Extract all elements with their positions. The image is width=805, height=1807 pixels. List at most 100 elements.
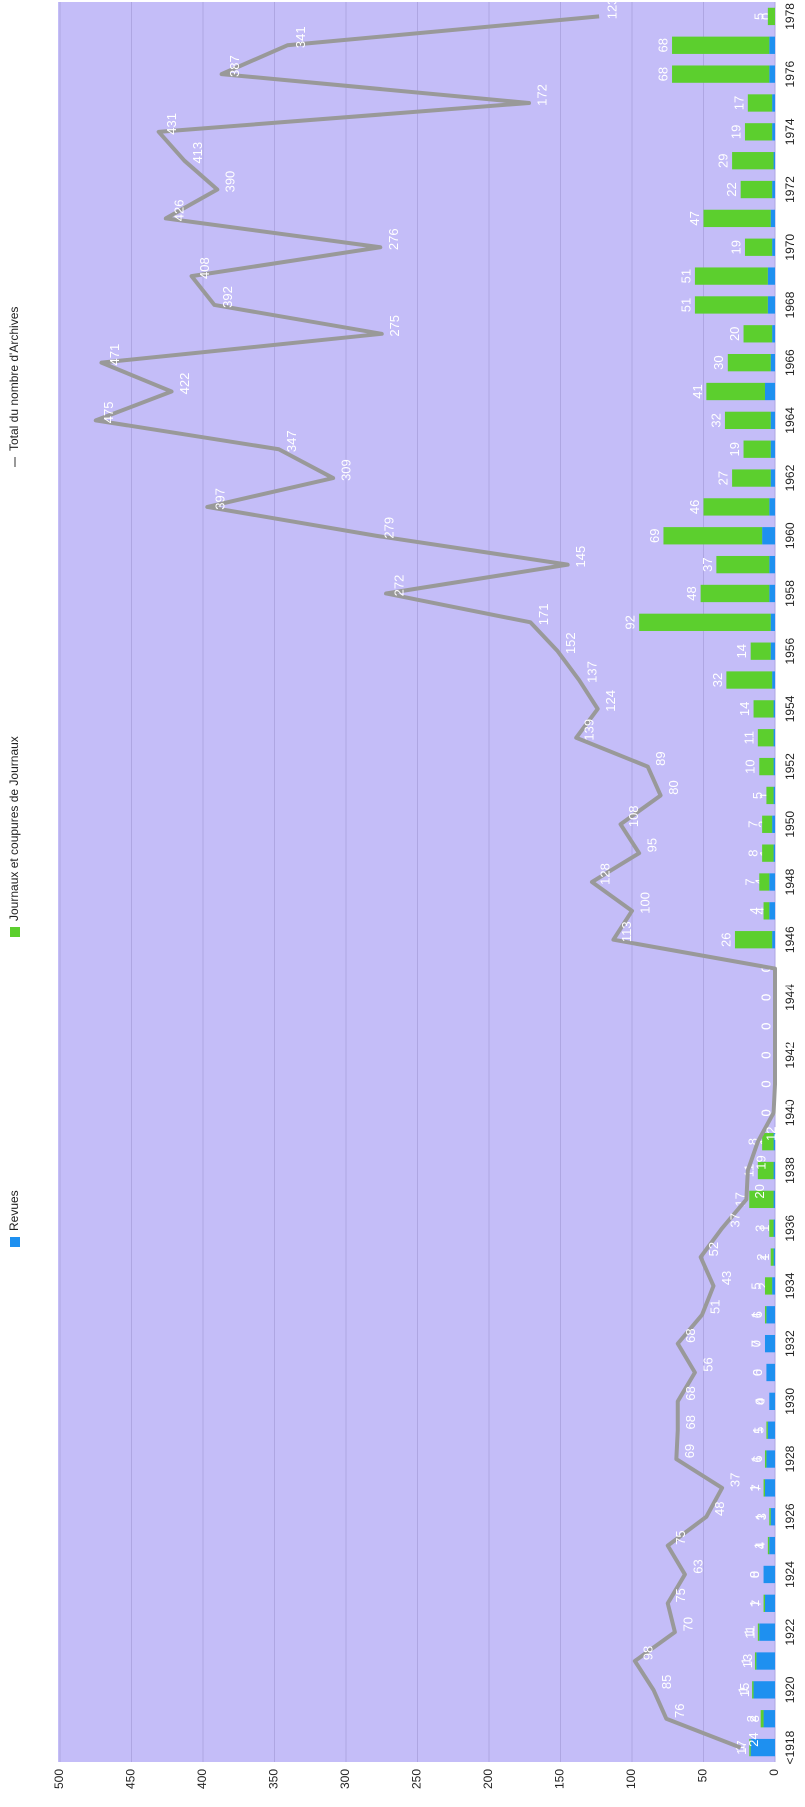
data-label: 4	[753, 1542, 768, 1549]
bar	[672, 65, 770, 83]
data-label: 128	[597, 863, 612, 885]
data-label: 0	[780, 1043, 795, 1050]
bar	[747, 94, 773, 112]
data-label: 8	[746, 1138, 761, 1145]
x-tick-label: 1952	[783, 753, 797, 780]
bar	[769, 498, 776, 516]
bar	[766, 1421, 768, 1439]
bar	[769, 36, 776, 54]
data-label: 471	[107, 344, 122, 366]
data-label: 1	[757, 1225, 772, 1232]
y-tick-label: 500	[52, 1769, 66, 1789]
bar	[759, 757, 774, 776]
legend-label: Journaux et coupures de Journaux	[7, 736, 21, 921]
data-label: 98	[640, 1646, 655, 1660]
bar	[749, 1738, 751, 1757]
bar	[749, 1190, 774, 1209]
data-label: 14	[737, 702, 752, 716]
data-label: 0	[758, 1023, 773, 1030]
data-label: 37	[700, 557, 715, 571]
bar	[769, 65, 776, 83]
x-tick-label: 1962	[783, 464, 797, 491]
data-label: 426	[171, 200, 186, 222]
bar	[716, 555, 770, 574]
data-label: 7	[748, 1484, 763, 1491]
bar	[764, 1479, 775, 1497]
data-label: 51	[678, 298, 693, 312]
y-tick-label: 450	[124, 1769, 138, 1789]
data-label: 89	[653, 751, 668, 765]
data-label: 1	[748, 1455, 763, 1462]
data-label: 2	[754, 1253, 769, 1260]
data-label: 63	[690, 1559, 705, 1573]
data-label: 171	[536, 603, 551, 625]
bar	[763, 1565, 775, 1584]
bar	[764, 1277, 773, 1295]
data-label: 0	[753, 1398, 768, 1405]
bar	[750, 1738, 776, 1757]
data-label: 48	[712, 1502, 727, 1516]
data-label: 48	[684, 586, 699, 600]
bar	[772, 180, 776, 199]
bar	[772, 123, 776, 141]
bar	[724, 411, 771, 430]
data-label: 69	[647, 529, 662, 543]
data-label: 4	[753, 1398, 768, 1405]
x-tick-label: 1972	[783, 176, 797, 203]
data-label: 0	[750, 1369, 765, 1376]
data-label: 8	[746, 850, 761, 857]
data-label: 7	[746, 821, 761, 828]
bar	[764, 382, 775, 401]
bar	[767, 267, 775, 285]
data-label: 2	[756, 1282, 771, 1289]
bar	[770, 209, 776, 228]
x-tick-label: 1970	[783, 234, 797, 261]
data-label: 1	[741, 1629, 756, 1636]
x-tick-label: 1928	[783, 1445, 797, 1472]
data-label: 20	[727, 327, 742, 341]
data-label: 85	[659, 1675, 674, 1689]
data-label: 100	[637, 892, 652, 914]
bar	[703, 209, 771, 228]
bar	[769, 873, 776, 891]
bar	[753, 1681, 775, 1699]
bar	[770, 440, 776, 458]
data-label: 7	[748, 1340, 763, 1347]
y-tick-label: 350	[267, 1769, 281, 1789]
data-label: 124	[603, 690, 618, 712]
data-label: 347	[284, 430, 299, 452]
x-tick-label: 1946	[783, 926, 797, 953]
bar	[764, 1450, 767, 1468]
data-label: 12	[763, 1126, 778, 1140]
bar	[757, 1161, 774, 1180]
data-label: 0	[748, 1340, 763, 1347]
data-label: 0	[758, 1051, 773, 1058]
data-label: 56	[700, 1357, 715, 1371]
data-label: 7	[748, 1600, 763, 1607]
bar	[752, 1681, 754, 1699]
bar	[764, 1334, 775, 1353]
x-tick-label: 1978	[783, 3, 797, 30]
legend-label: Revues	[7, 1190, 21, 1231]
bar	[762, 844, 774, 862]
bar	[769, 1219, 774, 1237]
data-label: 6	[750, 1311, 765, 1318]
data-label: 75	[673, 1588, 688, 1602]
x-tick-label: 1926	[783, 1503, 797, 1530]
data-label: 408	[197, 257, 212, 279]
data-label: 1	[757, 792, 772, 799]
bar	[773, 1190, 776, 1209]
data-label: 5	[751, 1427, 766, 1434]
bar	[769, 555, 776, 574]
x-tick-label: 1954	[783, 695, 797, 722]
bar	[700, 584, 770, 603]
data-label: 30	[711, 355, 726, 369]
line	[93, 14, 777, 1750]
data-label: 108	[626, 805, 641, 827]
plot-area	[58, 2, 775, 1762]
bar	[770, 354, 776, 372]
data-label: 29	[716, 153, 731, 167]
bar	[759, 1623, 776, 1641]
x-tick-label: 1958	[783, 580, 797, 607]
y-tick-label: 0	[767, 1769, 781, 1776]
